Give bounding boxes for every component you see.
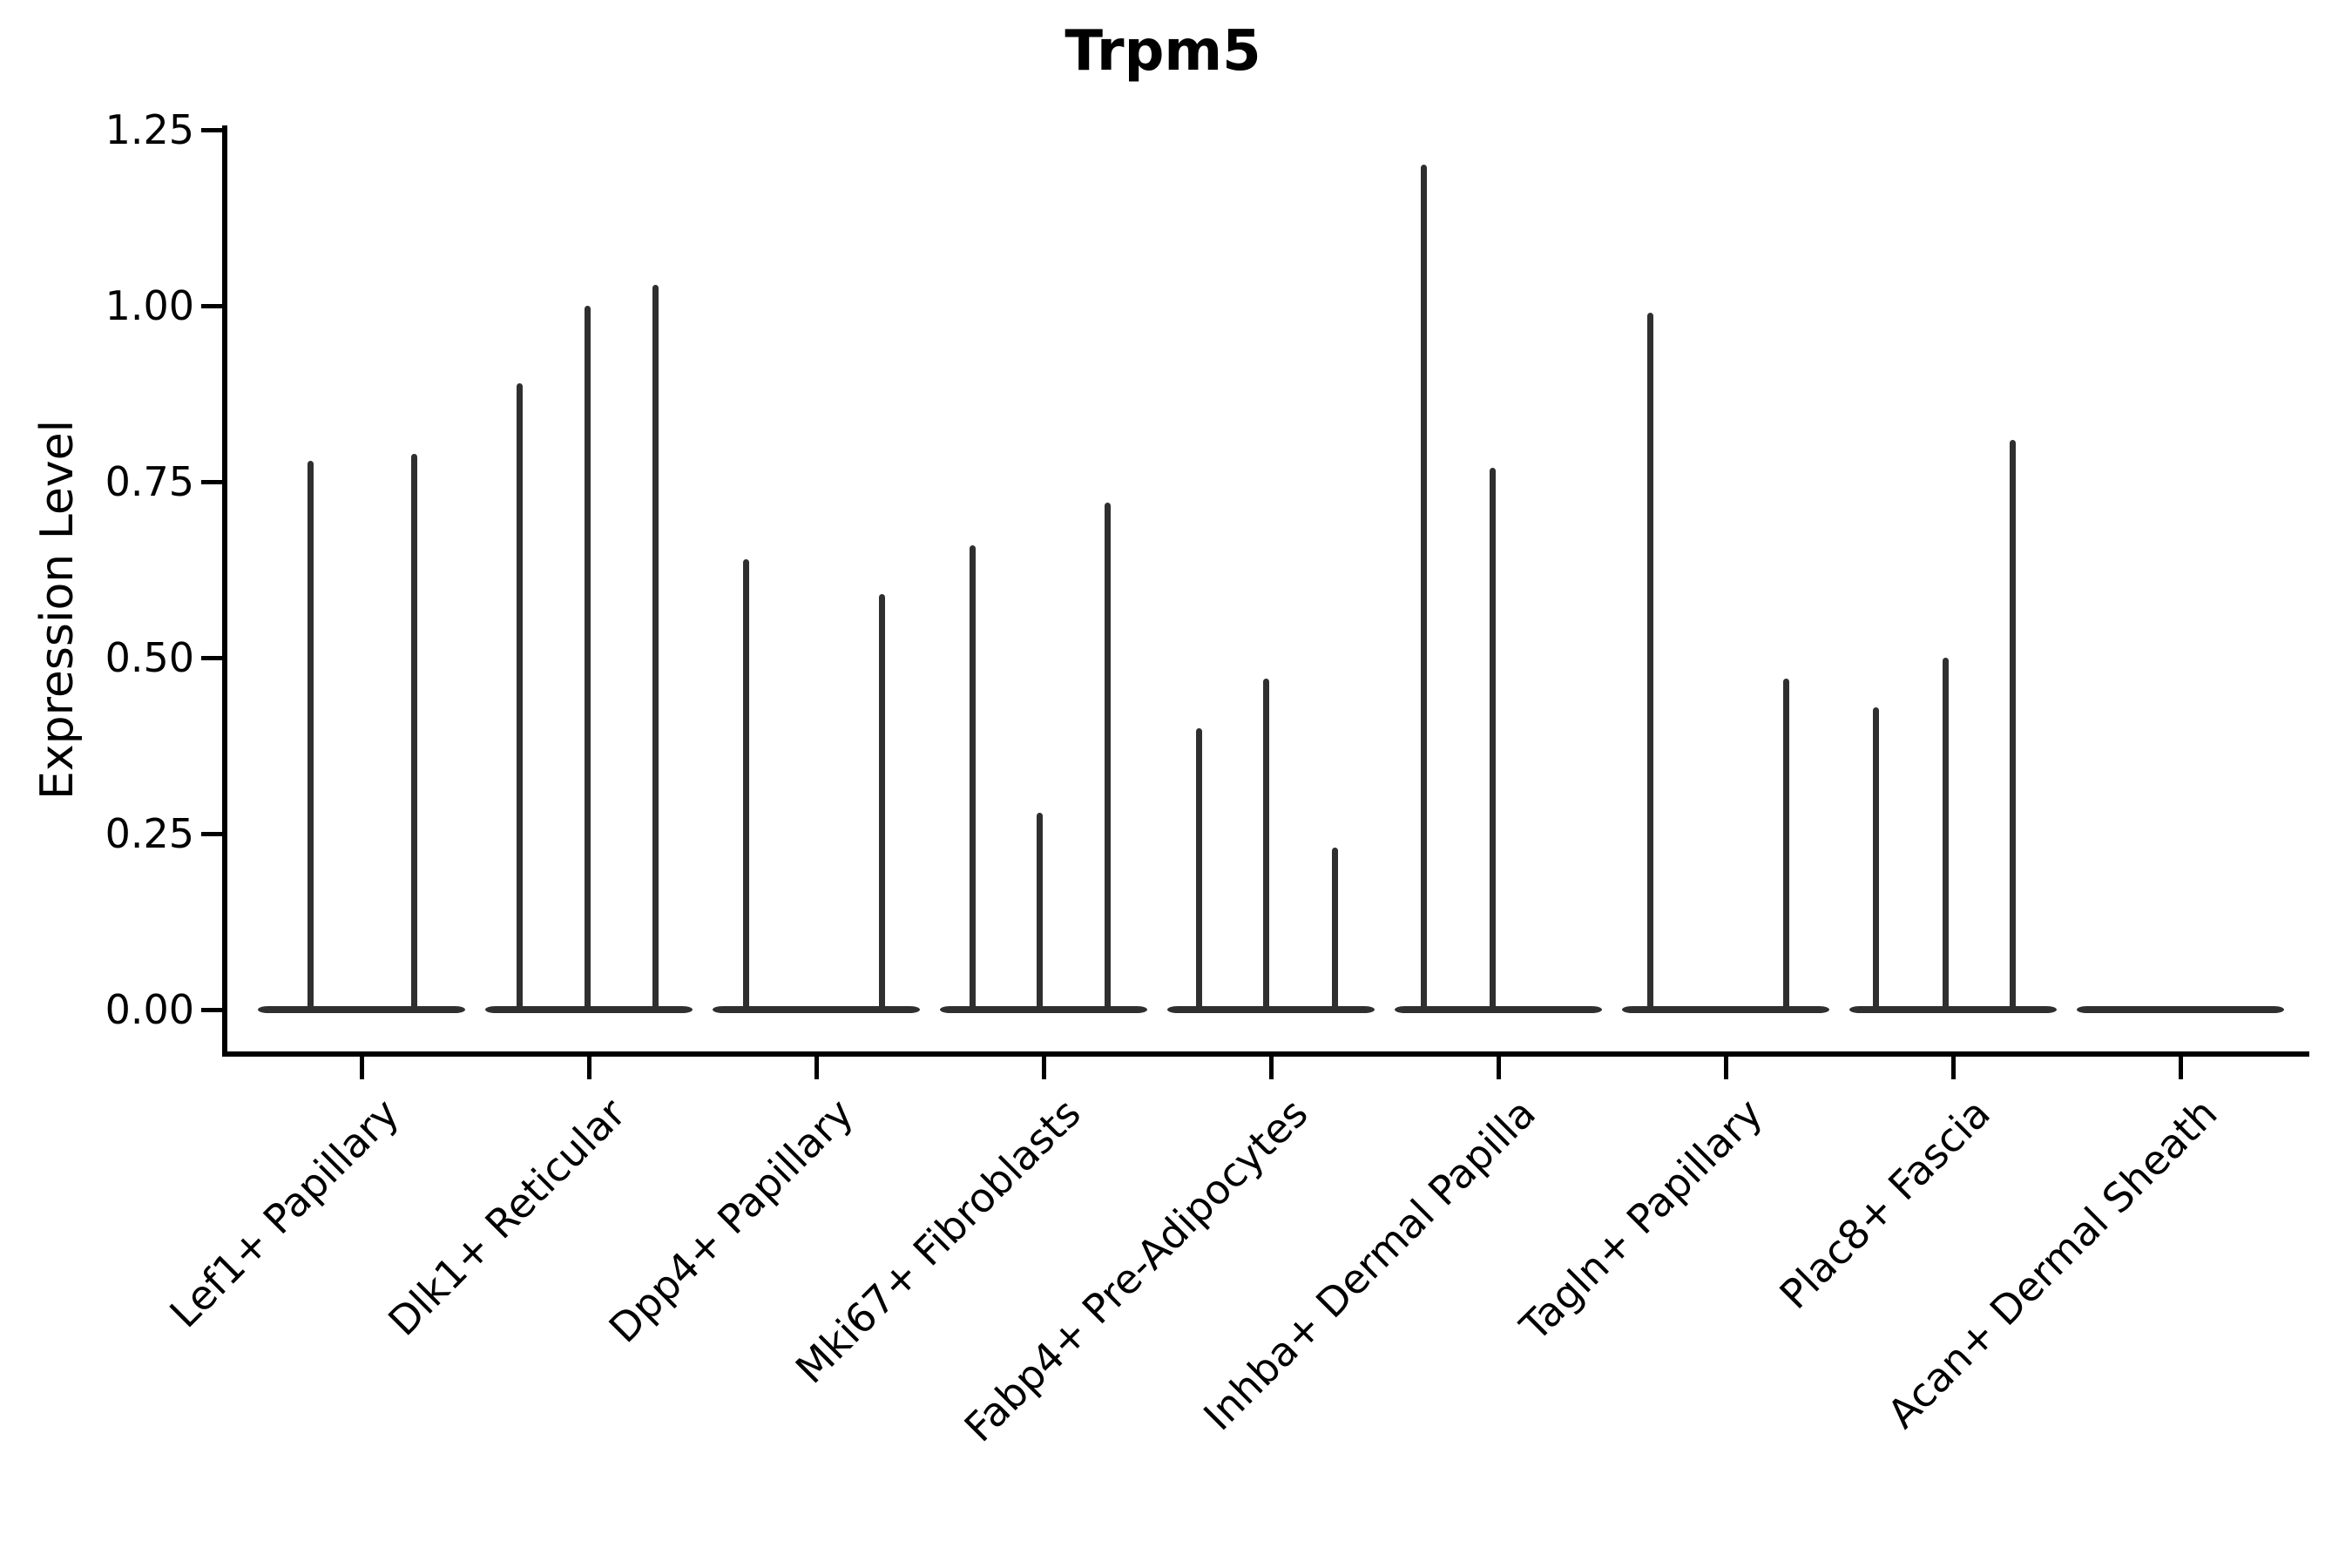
y-tick-label: 1.00 [105,282,194,329]
y-tick-mark [201,832,222,836]
x-axis-category-label: Dpp4+ Papillary [599,1089,862,1352]
violin-baseline [2077,1006,2284,1013]
violin-spike [1783,679,1789,1010]
violin-spike [517,383,523,1010]
violin-baseline [1167,1006,1375,1013]
violin-spike [1037,813,1043,1010]
y-tick-mark [201,1008,222,1012]
x-tick-mark [1269,1057,1274,1079]
violin-spike [1647,313,1653,1010]
x-tick-mark [1951,1057,1956,1079]
x-tick-mark [1042,1057,1046,1079]
violin-spike [411,454,417,1010]
x-tick-mark [1497,1057,1501,1079]
x-tick-mark [587,1057,591,1079]
plot-title: Trpm5 [1064,19,1261,84]
violin-spike [1490,468,1496,1010]
y-tick-mark [201,480,222,484]
violin-baseline [258,1006,465,1013]
violin-spike [1943,658,1949,1010]
x-axis-category-label: Tagln+ Papillary [1511,1089,1772,1350]
violin-spike [1873,707,1879,1010]
y-tick-label: 1.25 [105,106,194,153]
violin-spike [652,285,659,1010]
y-tick-mark [201,656,222,660]
x-tick-mark [360,1057,364,1079]
x-axis-line [222,1051,2309,1057]
violin-spike [2010,440,2016,1010]
violin-spike [1263,679,1269,1010]
x-axis-category-label: Lef1+ Papillary [159,1089,408,1337]
violin-spike [308,461,314,1010]
x-tick-mark [814,1057,819,1079]
violin-spike [970,545,976,1010]
violin-spike [1332,848,1338,1010]
x-tick-mark [2179,1057,2183,1079]
y-tick-label: 0.00 [105,986,194,1033]
violin-spike [585,306,591,1010]
y-axis-line [222,125,227,1057]
violin-spike [743,559,749,1010]
y-tick-mark [201,304,222,308]
x-tick-mark [1724,1057,1728,1079]
violin-spike [879,594,885,1010]
y-tick-mark [201,128,222,132]
violin-spike [1421,165,1427,1010]
violin-baseline [1849,1006,2057,1013]
violin-baseline [1622,1006,1829,1013]
violin-baseline [713,1006,920,1013]
x-axis-category-label: Dlk1+ Reticular [379,1089,635,1345]
violin-baseline [485,1006,693,1013]
violin-baseline [940,1006,1147,1013]
y-tick-label: 0.75 [105,458,194,505]
violin-spike [1196,728,1202,1010]
y-tick-label: 0.50 [105,634,194,681]
y-tick-label: 0.25 [105,810,194,857]
violin-spike [1105,503,1111,1010]
x-axis-category-label: Plac8+ Fascia [1770,1089,1999,1318]
violin-baseline [1395,1006,1602,1013]
